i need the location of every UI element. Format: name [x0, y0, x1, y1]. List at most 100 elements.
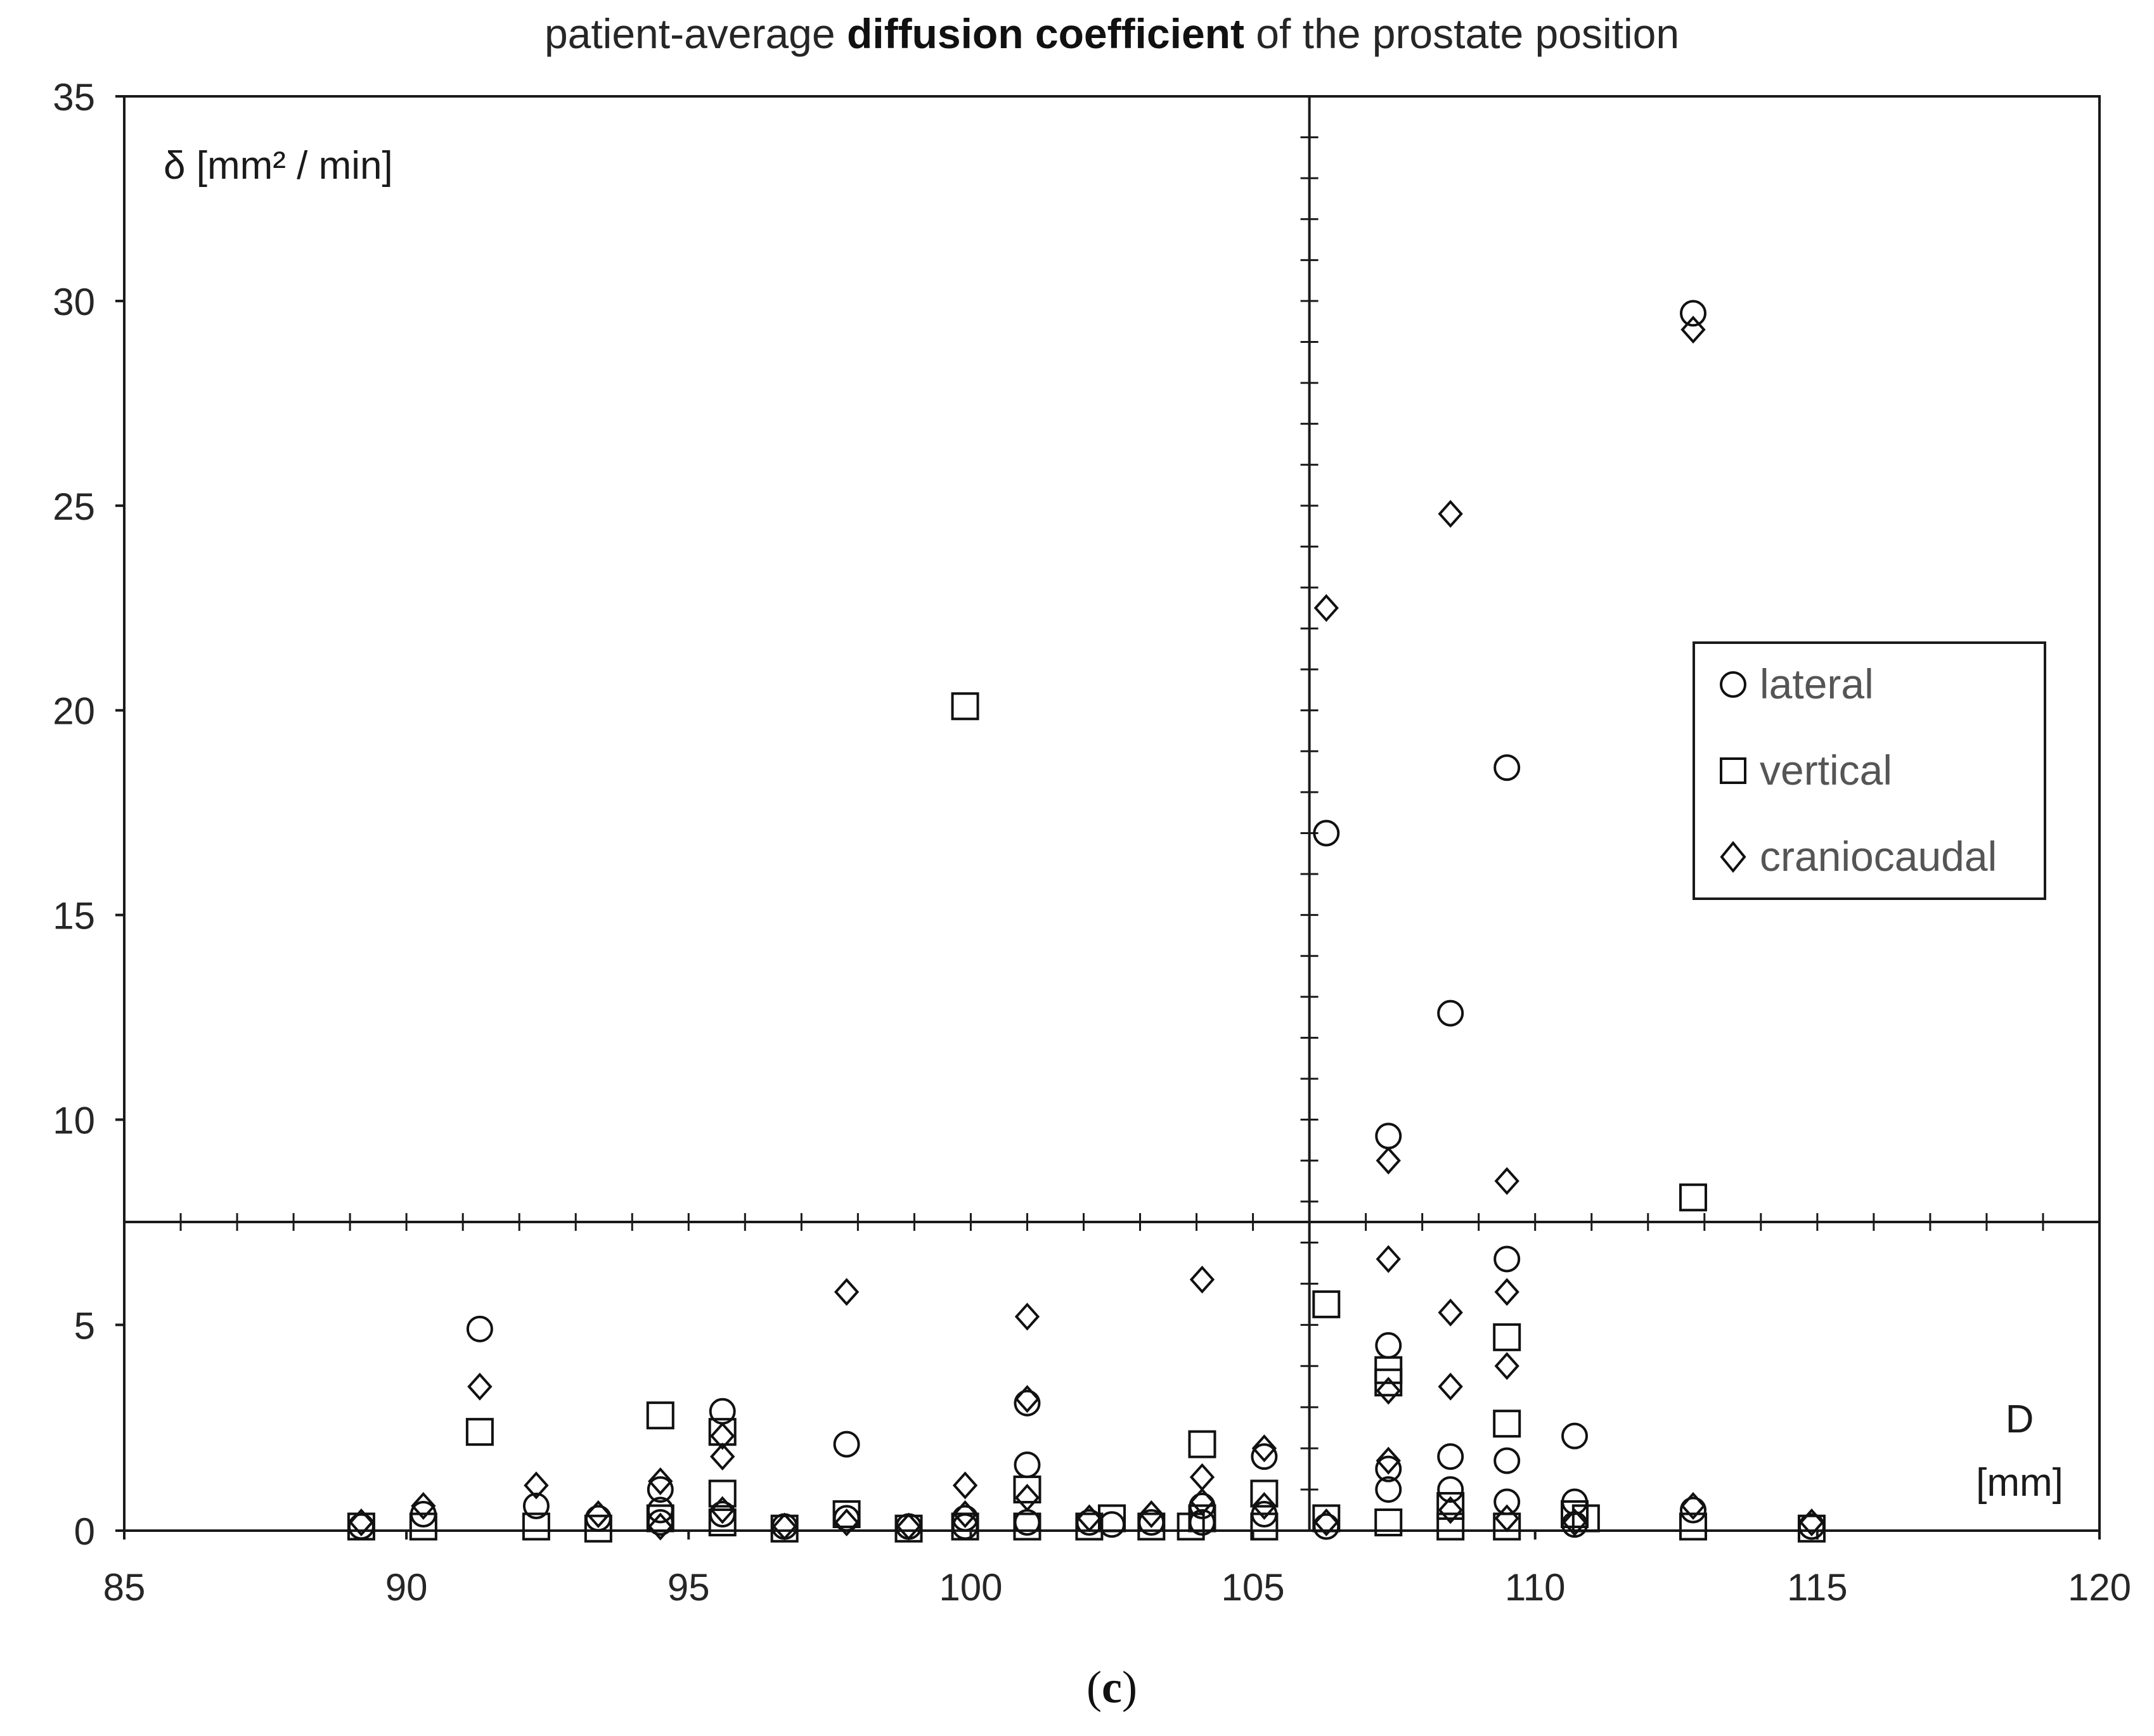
point-craniocaudal — [1494, 1352, 1519, 1380]
point-craniocaudal — [1438, 1372, 1463, 1401]
x-tick-label: 90 — [385, 1566, 428, 1609]
y-tick-label: 20 — [53, 690, 95, 733]
legend-circle-icon — [1720, 671, 1746, 698]
x-tick-label: 115 — [1787, 1566, 1848, 1609]
point-craniocaudal — [1014, 1302, 1040, 1331]
legend-label-lateral: lateral — [1760, 660, 1874, 707]
figure-caption: (c) — [1087, 1662, 1137, 1713]
x-axis-label-line2: [mm] — [1976, 1461, 2063, 1505]
point-vertical — [1561, 1500, 1589, 1529]
y-tick-label: 0 — [74, 1510, 95, 1553]
point-vertical — [1679, 1183, 1707, 1212]
point-craniocaudal — [1799, 1508, 1824, 1537]
point-craniocaudal — [1680, 316, 1706, 344]
point-craniocaudal — [1438, 499, 1463, 528]
point-craniocaudal — [1438, 1496, 1463, 1524]
y-axis-label: δ [mm² / min] — [164, 144, 393, 188]
x-tick-label: 120 — [2068, 1566, 2131, 1609]
crosshair-axes — [124, 96, 2099, 1531]
point-craniocaudal — [586, 1500, 611, 1529]
point-craniocaudal — [710, 1443, 735, 1471]
data-markers — [347, 300, 1826, 1543]
minor-ticks — [179, 136, 2044, 1532]
chart-title: patient-average diffusion coefficient of… — [545, 10, 1679, 57]
point-vertical — [1436, 1512, 1465, 1541]
legend-box — [1693, 641, 2046, 900]
x-axis-label-line1: D — [2006, 1398, 2034, 1441]
point-craniocaudal — [349, 1508, 374, 1537]
x-tick-label: 95 — [667, 1566, 710, 1609]
point-craniocaudal — [1138, 1500, 1164, 1529]
y-tick-label: 30 — [53, 281, 95, 323]
point-lateral — [833, 1431, 860, 1458]
point-craniocaudal — [1313, 1508, 1339, 1537]
x-tick-label: 100 — [939, 1566, 1002, 1609]
point-vertical — [1075, 1512, 1104, 1541]
point-craniocaudal — [467, 1372, 493, 1401]
point-vertical — [1493, 1512, 1521, 1541]
y-tick-label: 35 — [53, 76, 95, 119]
point-craniocaudal — [1494, 1278, 1519, 1306]
point-craniocaudal — [952, 1471, 978, 1500]
legend-diamond-icon — [1720, 840, 1746, 873]
point-vertical — [1312, 1504, 1341, 1533]
point-craniocaudal — [1376, 1377, 1401, 1405]
point-lateral — [1493, 1447, 1521, 1474]
legend-label-vertical: vertical — [1760, 747, 1892, 794]
legend-square-icon — [1720, 757, 1746, 784]
point-vertical — [951, 1512, 979, 1541]
point-craniocaudal — [1494, 1167, 1519, 1195]
point-craniocaudal — [1251, 1434, 1277, 1463]
y-tick-label: 15 — [53, 895, 95, 937]
point-craniocaudal — [1562, 1508, 1587, 1537]
point-craniocaudal — [1494, 1504, 1519, 1533]
point-vertical — [1679, 1512, 1707, 1541]
point-lateral — [1493, 1245, 1521, 1273]
point-craniocaudal — [1680, 1492, 1706, 1521]
point-lateral — [1375, 1455, 1402, 1482]
point-craniocaudal — [411, 1492, 436, 1521]
point-vertical — [832, 1500, 861, 1529]
point-craniocaudal — [524, 1471, 549, 1500]
point-vertical — [465, 1418, 494, 1446]
point-craniocaudal — [648, 1512, 673, 1541]
x-tick-label: 85 — [103, 1566, 146, 1609]
point-vertical — [409, 1512, 437, 1541]
point-craniocaudal — [1438, 1298, 1463, 1327]
point-lateral — [522, 1493, 550, 1520]
point-craniocaudal — [1014, 1385, 1040, 1413]
point-craniocaudal — [1014, 1484, 1040, 1512]
point-vertical — [1177, 1512, 1205, 1541]
point-lateral — [1437, 1000, 1464, 1027]
point-vertical — [347, 1512, 375, 1541]
y-axis-ticks: 0 5 10 15 20 25 30 35 — [53, 76, 124, 1553]
point-vertical — [1188, 1430, 1216, 1458]
x-tick-label: 105 — [1222, 1566, 1285, 1609]
point-craniocaudal — [834, 1508, 860, 1537]
point-craniocaudal — [952, 1500, 978, 1529]
point-lateral — [1437, 1476, 1464, 1503]
point-vertical — [1436, 1492, 1465, 1521]
point-lateral — [1493, 754, 1521, 781]
point-vertical — [1188, 1504, 1216, 1533]
point-lateral — [1437, 1443, 1464, 1470]
point-vertical — [1374, 1508, 1403, 1537]
y-tick-label: 5 — [74, 1304, 95, 1347]
point-lateral — [1679, 1496, 1706, 1524]
point-vertical — [1571, 1504, 1600, 1533]
point-craniocaudal — [1376, 1245, 1401, 1273]
point-lateral — [1561, 1422, 1589, 1450]
y-tick-label: 25 — [53, 485, 95, 528]
point-vertical — [1493, 1410, 1521, 1438]
point-lateral — [1014, 1389, 1041, 1417]
point-vertical — [522, 1512, 550, 1541]
point-craniocaudal — [834, 1278, 860, 1306]
point-vertical — [1374, 1368, 1403, 1397]
point-vertical — [646, 1504, 674, 1533]
point-craniocaudal — [710, 1496, 735, 1524]
point-craniocaudal — [771, 1512, 797, 1541]
legend-label-craniocaudal: craniocaudal — [1760, 833, 1997, 880]
point-lateral — [1313, 820, 1340, 847]
point-lateral — [647, 1476, 674, 1503]
